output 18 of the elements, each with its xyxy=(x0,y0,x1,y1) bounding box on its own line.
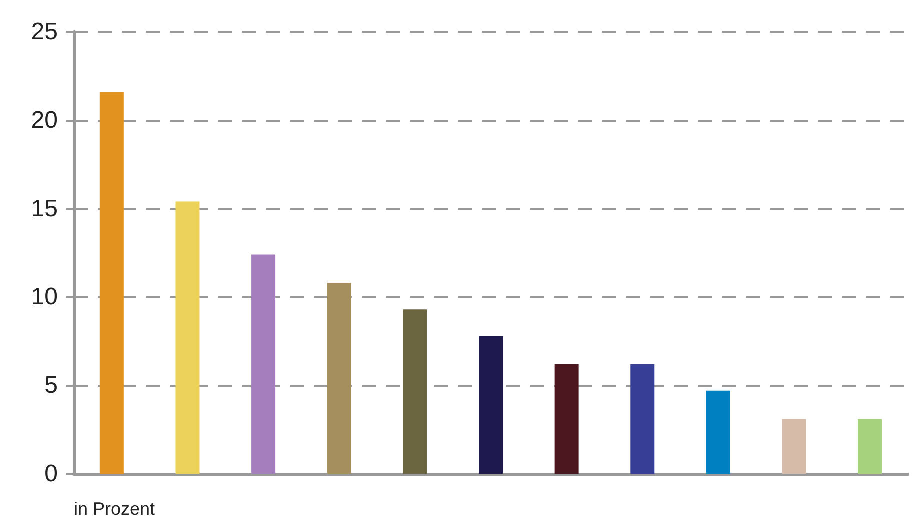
y-tick-label: 20 xyxy=(31,106,58,134)
y-tick-label: 15 xyxy=(31,195,58,222)
bar xyxy=(100,92,124,474)
bar xyxy=(554,364,579,474)
bar xyxy=(706,390,730,474)
bar xyxy=(252,254,276,474)
text: in Prozent xyxy=(74,499,156,519)
bar xyxy=(327,283,352,474)
y-tick-label: 0 xyxy=(44,460,58,488)
bar xyxy=(479,336,503,474)
y-tick-label: 5 xyxy=(44,372,58,400)
bar xyxy=(630,364,655,474)
y-tick-label: 25 xyxy=(31,18,58,46)
bar xyxy=(403,310,428,474)
bar xyxy=(176,202,200,474)
bar xyxy=(858,419,882,474)
bar xyxy=(782,419,806,474)
y-tick-label: 10 xyxy=(31,284,58,311)
